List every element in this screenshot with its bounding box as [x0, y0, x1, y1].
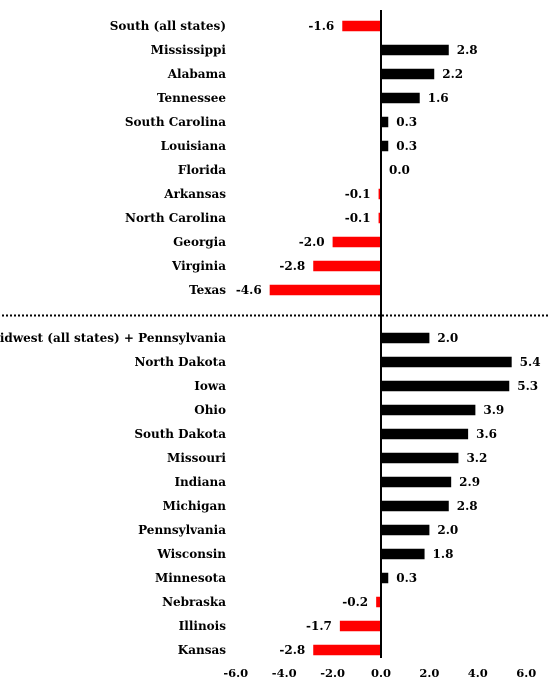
- category-label-south-carolina: South Carolina: [125, 115, 226, 129]
- bar-midwest-all-states-pennsylvania: [381, 332, 430, 344]
- x-tick-label: 0.0: [371, 666, 391, 680]
- value-label-wisconsin: 1.8: [433, 547, 454, 561]
- bar-illinois: [339, 620, 381, 632]
- category-label-alabama: Alabama: [167, 67, 227, 81]
- bar-indiana: [381, 476, 452, 488]
- bar-missouri: [381, 452, 459, 464]
- x-tick-label: -6.0: [223, 666, 248, 680]
- bar-south-all-states: [342, 20, 381, 32]
- category-label-midwest-all-states-pennsylvania: Midwest (all states) + Pennsylvania: [0, 331, 226, 345]
- category-label-michigan: Michigan: [163, 499, 227, 513]
- category-label-wisconsin: Wisconsin: [156, 547, 226, 561]
- bar-south-carolina: [381, 116, 389, 128]
- category-label-virginia: Virginia: [171, 259, 226, 273]
- labels-layer: South (all states) -1.6 Mississippi 2.8 Alab…: [0, 19, 541, 657]
- category-label-ohio: Ohio: [194, 403, 226, 417]
- category-label-iowa: Iowa: [194, 379, 226, 393]
- bar-arkansas: [378, 188, 381, 200]
- category-label-illinois: Illinois: [179, 619, 227, 633]
- value-label-louisiana: 0.3: [396, 139, 417, 153]
- category-label-north-dakota: North Dakota: [134, 355, 226, 369]
- value-label-indiana: 2.9: [459, 475, 480, 489]
- value-label-michigan: 2.8: [457, 499, 478, 513]
- category-label-north-carolina: North Carolina: [125, 211, 226, 225]
- x-tick-label: -2.0: [320, 666, 345, 680]
- category-label-nebraska: Nebraska: [162, 595, 226, 609]
- value-label-pennsylvania: 2.0: [437, 523, 458, 537]
- bar-ohio: [381, 404, 476, 416]
- bar-nebraska: [376, 596, 381, 608]
- bars-layer: [269, 20, 512, 656]
- category-label-tennessee: Tennessee: [157, 91, 226, 105]
- category-label-texas: Texas: [189, 283, 226, 297]
- bar-michigan: [381, 500, 449, 512]
- value-label-minnesota: 0.3: [396, 571, 417, 585]
- bar-south-dakota: [381, 428, 469, 440]
- category-label-south-all-states: South (all states): [110, 19, 226, 33]
- value-label-florida: 0.0: [389, 163, 410, 177]
- category-label-south-dakota: South Dakota: [134, 427, 226, 441]
- bar-kansas: [313, 644, 381, 656]
- value-label-midwest-all-states-pennsylvania: 2.0: [437, 331, 458, 345]
- bar-minnesota: [381, 572, 389, 584]
- value-label-south-dakota: 3.6: [476, 427, 497, 441]
- category-label-pennsylvania: Pennsylvania: [138, 523, 226, 537]
- category-label-louisiana: Louisiana: [161, 139, 227, 153]
- value-label-kansas: -2.8: [279, 643, 305, 657]
- value-label-tennessee: 1.6: [428, 91, 449, 105]
- category-label-georgia: Georgia: [173, 235, 226, 249]
- bar-pennsylvania: [381, 524, 430, 536]
- bar-virginia: [313, 260, 381, 272]
- bar-louisiana: [381, 140, 389, 152]
- bar-north-dakota: [381, 356, 512, 368]
- x-tick-label: 6.0: [516, 666, 536, 680]
- category-label-arkansas: Arkansas: [163, 187, 226, 201]
- category-label-florida: Florida: [178, 163, 226, 177]
- bar-tennessee: [381, 92, 420, 104]
- bar-wisconsin: [381, 548, 425, 560]
- value-label-iowa: 5.3: [517, 379, 538, 393]
- value-label-ohio: 3.9: [483, 403, 504, 417]
- value-label-missouri: 3.2: [466, 451, 487, 465]
- value-label-south-all-states: -1.6: [308, 19, 334, 33]
- value-label-texas: -4.6: [236, 283, 262, 297]
- value-label-georgia: -2.0: [299, 235, 325, 249]
- value-label-illinois: -1.7: [306, 619, 332, 633]
- value-label-arkansas: -0.1: [345, 187, 371, 201]
- value-label-alabama: 2.2: [442, 67, 463, 81]
- value-label-virginia: -2.8: [279, 259, 305, 273]
- bar-texas: [269, 284, 381, 296]
- x-tick-label: 2.0: [419, 666, 439, 680]
- x-tick-label: 4.0: [468, 666, 488, 680]
- bar-iowa: [381, 380, 510, 392]
- bar-georgia: [332, 236, 381, 248]
- axis-layer: -6.0 -4.0 -2.0 0.0 2.0 4.0 6.0: [2, 10, 550, 680]
- bar-alabama: [381, 68, 435, 80]
- bar-north-carolina: [378, 212, 381, 224]
- value-label-south-carolina: 0.3: [396, 115, 417, 129]
- category-label-indiana: Indiana: [174, 475, 226, 489]
- category-label-mississippi: Mississippi: [151, 43, 227, 57]
- category-label-kansas: Kansas: [178, 643, 226, 657]
- x-tick-label: -4.0: [272, 666, 297, 680]
- value-label-nebraska: -0.2: [342, 595, 368, 609]
- category-label-missouri: Missouri: [167, 451, 226, 465]
- value-label-north-carolina: -0.1: [345, 211, 371, 225]
- category-label-minnesota: Minnesota: [155, 571, 226, 585]
- bar-mississippi: [381, 44, 449, 56]
- value-label-mississippi: 2.8: [457, 43, 478, 57]
- value-label-north-dakota: 5.4: [520, 355, 541, 369]
